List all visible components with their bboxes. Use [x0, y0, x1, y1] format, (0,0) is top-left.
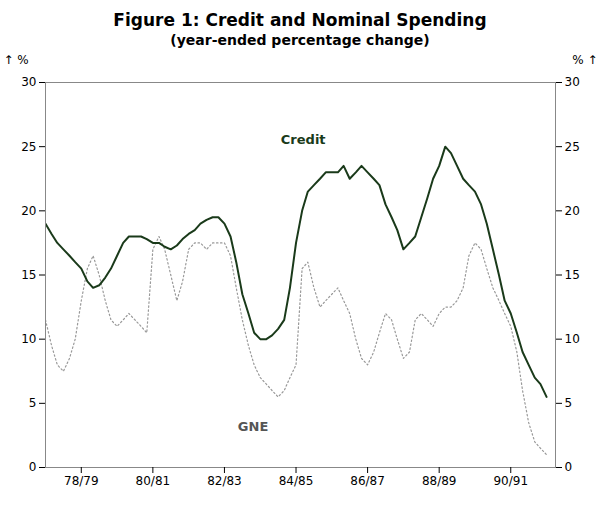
svg-text:15: 15 — [565, 268, 580, 282]
svg-text:30: 30 — [565, 75, 580, 89]
html-text:Figure 1: Credit and Nominal S: Figure 1: Credit and Nominal Spending — [113, 10, 487, 30]
svg-text:20: 20 — [565, 204, 580, 218]
svg-text:90/91: 90/91 — [493, 474, 528, 488]
svg-text:10: 10 — [21, 332, 36, 346]
svg-text:78/79: 78/79 — [64, 474, 99, 488]
svg-text:80/81: 80/81 — [136, 474, 171, 488]
svg-text:20: 20 — [21, 204, 36, 218]
svg-text:↑ %: ↑ % — [4, 53, 29, 67]
svg-text:15: 15 — [21, 268, 36, 282]
svg-text:5: 5 — [29, 396, 37, 410]
svg-text:GNE: GNE — [238, 419, 268, 434]
svg-text:30: 30 — [21, 75, 36, 89]
svg-text:Credit: Credit — [281, 132, 326, 147]
svg-text:25: 25 — [565, 140, 580, 154]
svg-text:86/87: 86/87 — [350, 474, 385, 488]
svg-text:% ↑: % ↑ — [572, 53, 597, 67]
svg-text:82/83: 82/83 — [207, 474, 242, 488]
svg-text:25: 25 — [21, 140, 36, 154]
html-text:(year-ended percentage change): (year-ended percentage change) — [170, 32, 430, 48]
svg-text:84/85: 84/85 — [279, 474, 314, 488]
svg-text:88/89: 88/89 — [422, 474, 457, 488]
svg-text:0: 0 — [29, 460, 37, 474]
svg-text:5: 5 — [565, 396, 573, 410]
svg-text:10: 10 — [565, 332, 580, 346]
svg-text:0: 0 — [565, 460, 573, 474]
